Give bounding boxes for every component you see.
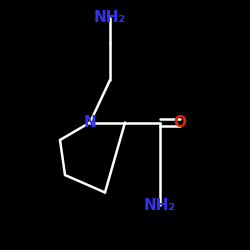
Text: NH₂: NH₂ <box>144 198 176 212</box>
Text: N: N <box>84 115 96 130</box>
Text: O: O <box>174 115 186 130</box>
Text: NH₂: NH₂ <box>94 10 126 25</box>
